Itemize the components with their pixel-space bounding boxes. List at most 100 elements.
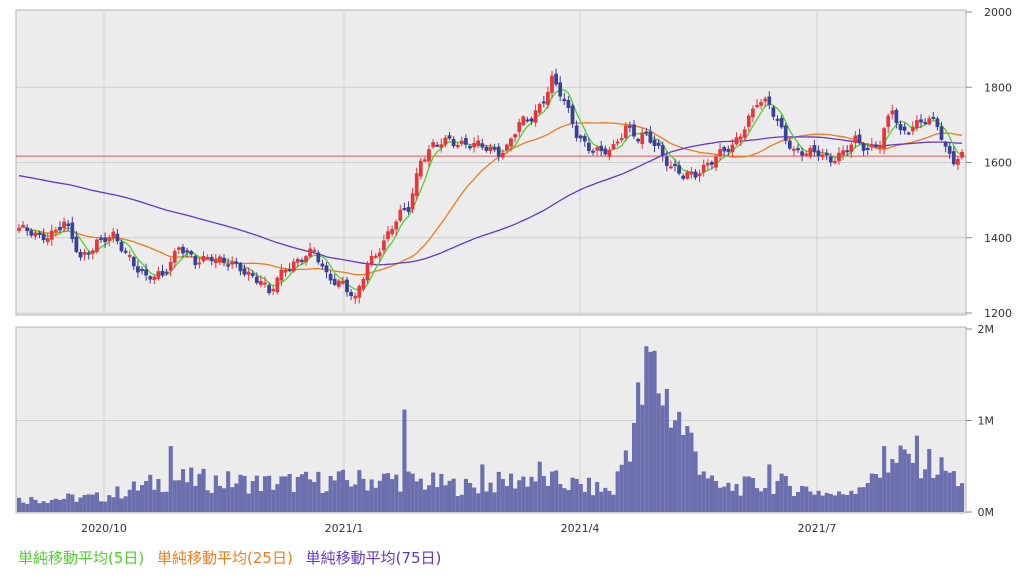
- candle: [796, 144, 800, 153]
- candle: [127, 250, 132, 262]
- volume-bar: [176, 480, 181, 512]
- candle: [517, 118, 522, 137]
- volume-bar: [521, 476, 526, 512]
- candle: [213, 254, 218, 269]
- candle: [131, 255, 136, 270]
- legend: 単純移動平均(5日) 単純移動平均(25日) 単純移動平均(75日): [18, 547, 449, 568]
- candle: [574, 120, 579, 142]
- candle: [792, 146, 796, 157]
- legend-ma25: 単純移動平均(25日): [157, 549, 293, 567]
- candle: [144, 263, 148, 281]
- volume-bar: [418, 478, 423, 512]
- candle: [771, 105, 776, 121]
- candle: [718, 143, 722, 161]
- candle: [287, 263, 292, 273]
- candle: [537, 102, 542, 116]
- volume-bar: [910, 462, 915, 512]
- volume-bar: [709, 475, 714, 512]
- candle: [701, 159, 706, 177]
- date-tick-label: 2021/4: [561, 522, 600, 535]
- candle: [271, 285, 276, 296]
- volume-bar: [681, 435, 686, 512]
- volume-bar: [668, 427, 673, 512]
- candle: [148, 275, 153, 284]
- candle: [558, 76, 563, 101]
- volume-bar: [886, 472, 891, 512]
- volume-bar: [17, 497, 22, 512]
- volume-bar: [250, 481, 255, 512]
- candle: [33, 230, 38, 240]
- candle: [640, 127, 645, 149]
- volume-bar: [205, 490, 210, 512]
- volume-bar: [295, 476, 300, 512]
- candle: [951, 146, 956, 167]
- candle: [746, 113, 751, 132]
- candle: [837, 147, 841, 165]
- candle: [172, 248, 177, 268]
- volume-bar: [156, 478, 161, 512]
- candle: [250, 270, 255, 279]
- candle: [730, 139, 735, 158]
- volume-bar: [673, 420, 678, 512]
- volume-bar: [365, 490, 370, 512]
- candle: [230, 256, 235, 269]
- candle: [197, 258, 202, 269]
- candle: [254, 272, 259, 285]
- volume-bar: [439, 473, 444, 512]
- candle: [382, 234, 386, 255]
- candle: [607, 146, 612, 161]
- volume-bar: [291, 491, 296, 512]
- candle: [431, 138, 435, 150]
- candle: [943, 140, 948, 153]
- volume-bar: [78, 497, 83, 512]
- volume-bar: [90, 494, 95, 512]
- candle: [874, 141, 878, 149]
- candle: [427, 144, 431, 168]
- volume-bar: [693, 451, 698, 512]
- volume-bar: [299, 474, 304, 512]
- volume-bar: [636, 382, 641, 512]
- volume-bar: [480, 464, 485, 512]
- candle: [66, 220, 71, 232]
- candle: [136, 260, 140, 278]
- candle: [763, 96, 768, 108]
- volume-tick-label: 1M: [978, 415, 995, 428]
- volume-bar: [832, 495, 837, 512]
- candle: [365, 261, 370, 284]
- volume-bar: [550, 471, 555, 512]
- volume-bar: [582, 491, 587, 512]
- candle: [267, 282, 271, 296]
- volume-bar: [865, 483, 870, 512]
- volume-bar: [841, 494, 846, 512]
- candle: [185, 247, 189, 258]
- candle: [17, 223, 21, 234]
- volume-bar: [390, 479, 395, 512]
- candle: [488, 143, 493, 155]
- volume-bar: [677, 411, 682, 512]
- candle: [357, 284, 362, 304]
- volume-bar: [574, 478, 579, 512]
- volume-bar: [812, 494, 817, 512]
- candle: [263, 276, 267, 288]
- candle: [722, 145, 727, 155]
- candle: [353, 292, 358, 305]
- volume-bar: [209, 492, 214, 512]
- volume-bar: [714, 481, 719, 512]
- volume-bar: [763, 488, 768, 512]
- candle: [882, 126, 886, 155]
- volume-bar: [878, 477, 883, 512]
- volume-bar: [86, 494, 91, 512]
- volume-bar: [230, 487, 235, 512]
- volume-bar: [820, 495, 825, 512]
- volume-bar: [185, 482, 190, 512]
- volume-bar: [254, 475, 259, 512]
- volume-bar: [652, 350, 657, 512]
- candle: [812, 139, 817, 157]
- candle: [377, 247, 382, 262]
- volume-bar: [373, 487, 378, 512]
- volume-bar: [632, 422, 637, 512]
- volume-bar: [45, 502, 50, 512]
- volume-bar: [837, 491, 842, 512]
- volume-bar: [246, 493, 251, 512]
- candle: [546, 86, 550, 109]
